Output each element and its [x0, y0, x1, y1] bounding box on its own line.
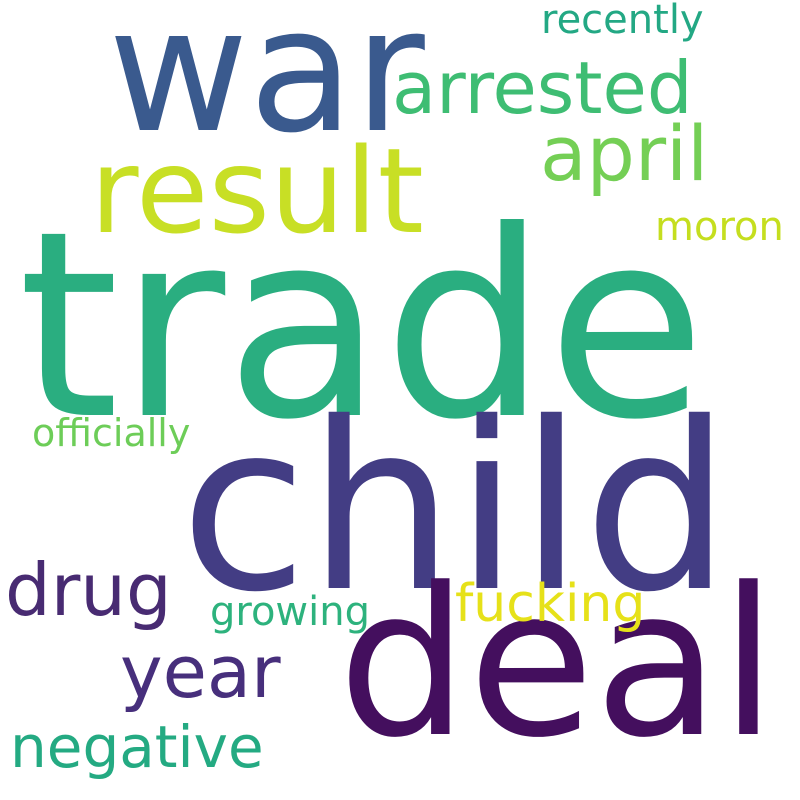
word-year: year: [120, 630, 281, 714]
word-war: war: [108, 0, 425, 171]
word-deal: deal: [338, 545, 777, 783]
word-moron: moron: [655, 204, 784, 250]
word-april: april: [540, 109, 709, 198]
word-fucking: fucking: [455, 574, 646, 634]
word-arrested: arrested: [392, 46, 693, 130]
word-result: result: [90, 122, 424, 260]
word-trade: trade: [18, 176, 706, 476]
word-negative: negative: [10, 713, 264, 781]
word-growing: growing: [210, 589, 370, 635]
word-drug: drug: [5, 548, 172, 632]
word-officially: officially: [32, 411, 191, 455]
word-recently: recently: [541, 0, 704, 43]
word-child: child: [180, 373, 731, 643]
